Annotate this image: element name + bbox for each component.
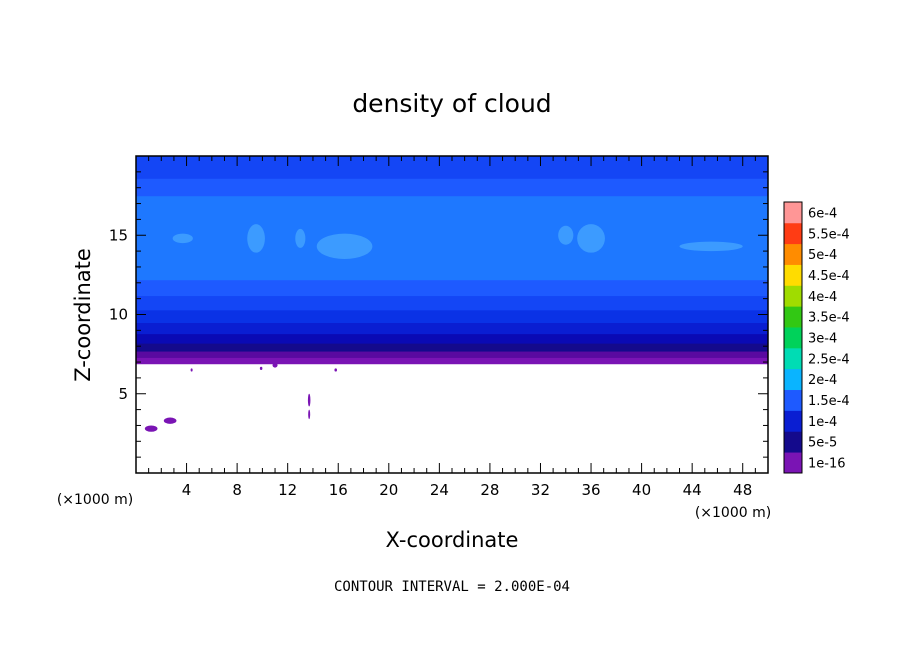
colorbar-swatch	[784, 368, 802, 391]
contour-speck-5	[259, 366, 263, 370]
x-tick-label: 4	[182, 481, 192, 499]
colorbar-swatch	[784, 389, 802, 411]
x-axis-label: X-coordinate	[386, 528, 519, 552]
x-tick-label: 16	[329, 481, 348, 499]
contour-patch-3	[316, 233, 373, 260]
colorbar-swatch	[784, 410, 802, 432]
x-tick-label: 12	[278, 481, 297, 499]
contour-band-3	[136, 333, 768, 344]
colorbar: 1e-16 5e-5 1e-4 1.5e-4 2e-4 2.5e-4 3e-4 3.5e-4 4…	[783, 201, 850, 474]
colorbar-label: 6e-4	[808, 206, 837, 221]
contour-band-1	[136, 350, 768, 358]
colorbar-frame	[783, 201, 803, 474]
y-tick-label: 10	[109, 306, 128, 324]
contour-band-4	[136, 322, 768, 335]
x-tick-label: 28	[480, 481, 499, 499]
colorbar-swatch	[784, 327, 802, 349]
y-axis-label: Z-coordinate	[71, 248, 95, 382]
x-tick-label: 20	[379, 481, 398, 499]
contour-speck-3	[308, 409, 311, 420]
colorbar-swatch	[784, 347, 802, 370]
x-tick-label: 44	[683, 481, 702, 499]
colorbar-label: 5e-5	[808, 436, 837, 451]
contour-speck-4	[272, 362, 278, 368]
contour-patch-6	[679, 241, 743, 252]
colorbar-swatch	[784, 306, 802, 328]
colorbar-label: 1.5e-4	[808, 394, 850, 409]
colorbar-swatch	[784, 243, 802, 265]
colorbar-label: 1e-4	[808, 415, 837, 430]
x-tick-label: 48	[733, 481, 752, 499]
colorbar-swatch	[784, 285, 802, 307]
contour-band-10	[136, 156, 768, 179]
contour-patch-0	[172, 233, 193, 244]
colorbar-label: 5.5e-4	[808, 227, 850, 242]
colorbar-label: 2.5e-4	[808, 352, 850, 367]
contour-speck-1	[163, 417, 177, 424]
x-unit-label: (×1000 m)	[695, 505, 771, 521]
contour-band-7	[136, 279, 768, 297]
z-unit-label: (×1000 m)	[57, 492, 133, 508]
y-tick-label: 15	[109, 226, 128, 244]
contour-band-2	[136, 343, 768, 352]
colorbar-swatch	[784, 202, 802, 224]
chart-title: density of cloud	[352, 89, 551, 118]
contour-speck-6	[334, 368, 337, 372]
contour-patch-2	[295, 228, 306, 248]
colorbar-swatch	[784, 452, 802, 474]
contour-band-6	[136, 295, 768, 311]
colorbar-label: 4.5e-4	[808, 269, 850, 284]
contour-speck-2	[307, 393, 311, 407]
contour-patch-5	[577, 224, 605, 253]
colorbar-swatch	[784, 431, 802, 453]
x-tick-label: 24	[430, 481, 449, 499]
x-tick-label: 32	[531, 481, 550, 499]
colorbar-label: 5e-4	[808, 248, 837, 263]
contour-interval-note: CONTOUR INTERVAL = 2.000E-04	[334, 579, 570, 595]
contour-band-5	[136, 309, 768, 324]
x-tick-label: 36	[581, 481, 600, 499]
contour-patch-1	[247, 224, 265, 253]
colorbar-label: 3e-4	[808, 332, 837, 347]
y-tick-label: 5	[118, 385, 128, 403]
x-tick-label: 8	[232, 481, 242, 499]
contour-band-0	[136, 357, 768, 365]
colorbar-swatch	[784, 264, 802, 286]
contour-speck-0	[144, 425, 158, 432]
x-axis: 4 8 12 16 20 24 28 32 36 40 44 48	[148, 156, 756, 499]
x-tick-label: 40	[632, 481, 651, 499]
colorbar-label: 4e-4	[808, 290, 837, 305]
contour-band-8	[136, 195, 768, 281]
contour-speck-7	[190, 368, 193, 372]
colorbar-swatch	[784, 222, 802, 245]
contour-band-9	[136, 178, 768, 197]
plot-area	[136, 156, 768, 432]
colorbar-label: 1e-16	[808, 457, 846, 472]
colorbar-label: 3.5e-4	[808, 311, 850, 326]
y-axis: 5 10 15	[109, 171, 768, 458]
colorbar-label: 2e-4	[808, 373, 837, 388]
contour-patch-4	[558, 225, 574, 245]
